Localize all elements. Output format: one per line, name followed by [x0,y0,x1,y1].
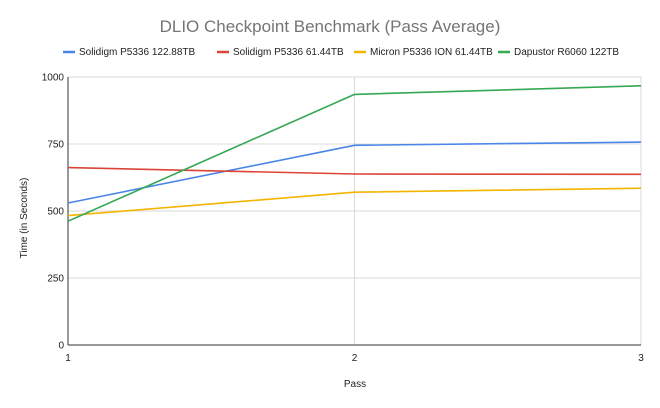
axes [67,77,641,346]
series-line-3 [67,187,642,217]
series-line-1 [67,141,642,204]
series-line-4 [67,85,642,222]
x-axis-label: Pass [344,379,366,390]
y-tick-label: 1000 [42,73,65,84]
legend: Solidigm P5336 122.88TB Solidigm P5336 61… [63,47,619,58]
legend-label-2: Solidigm P5336 61.44TB [233,47,344,58]
x-tick-label: 2 [352,353,358,364]
y-tick-labels: 0 250 500 750 1000 [42,73,65,352]
chart-title: DLIO Checkpoint Benchmark (Pass Average) [160,17,501,36]
y-axis-label: Time (in Seconds) [19,178,30,259]
series-line-2 [67,166,642,176]
y-tick-label: 0 [58,341,64,352]
legend-label-3: Micron P5336 ION 61.44TB [370,47,493,58]
x-tick-label: 1 [65,353,71,364]
x-tick-labels: 1 2 3 [65,353,644,364]
legend-label-1: Solidigm P5336 122.88TB [79,47,196,58]
legend-label-4: Dapustor R6060 122TB [514,47,619,58]
x-tick-label: 3 [638,353,644,364]
y-tick-label: 500 [47,207,64,218]
y-tick-label: 750 [47,140,64,151]
series-lines [67,85,642,222]
y-tick-label: 250 [47,274,64,285]
grid [68,76,642,345]
